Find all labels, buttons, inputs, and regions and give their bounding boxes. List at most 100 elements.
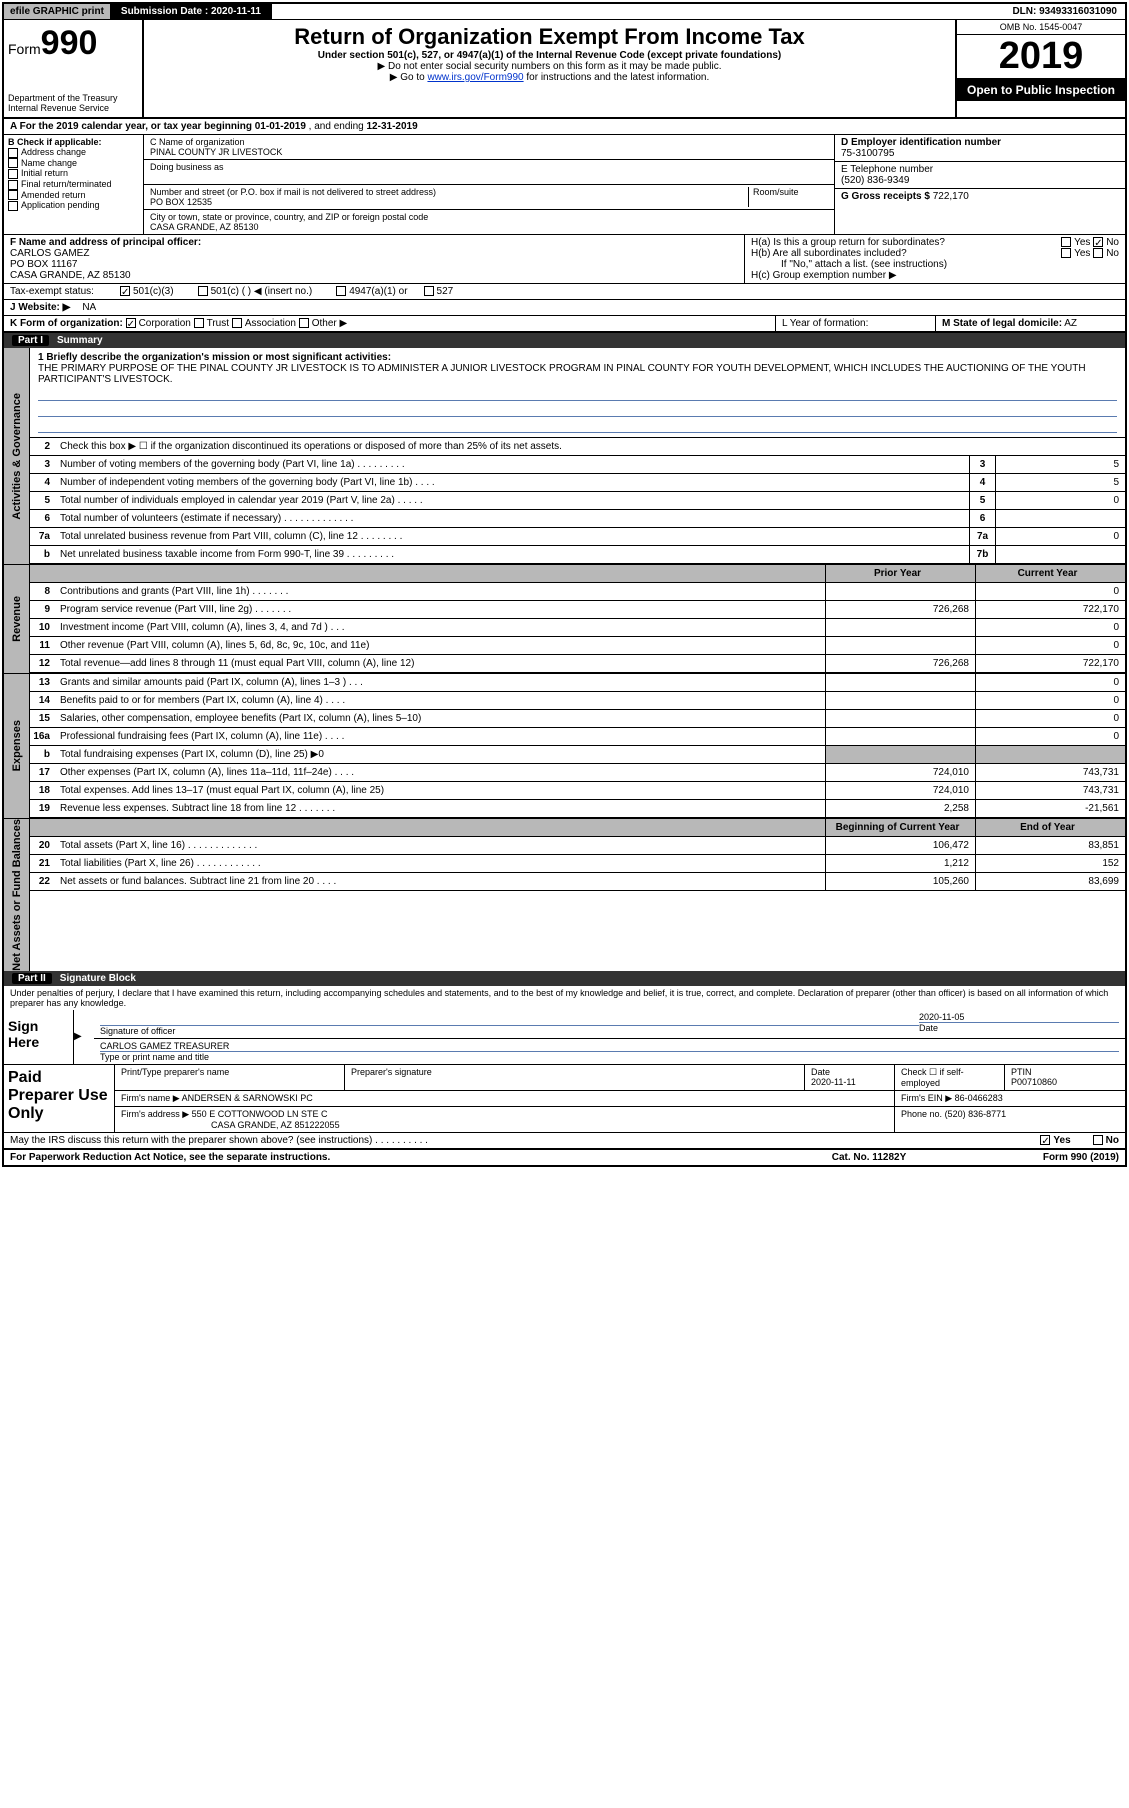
sig-name-label: Type or print name and title	[100, 1052, 1119, 1062]
k-assoc: Association	[245, 318, 296, 329]
chk-initial[interactable]: Initial return	[8, 168, 139, 179]
gov-line-b: bNet unrelated business taxable income f…	[30, 546, 1125, 564]
chk-amended-label: Amended return	[21, 190, 86, 200]
tax-exempt-label: Tax-exempt status:	[4, 284, 114, 299]
discuss-label: May the IRS discuss this return with the…	[4, 1133, 1034, 1148]
note2-prefix: ▶ Go to	[390, 72, 428, 83]
exp-line-19: 19Revenue less expenses. Subtract line 1…	[30, 800, 1125, 818]
discuss-no[interactable]: No	[1087, 1133, 1125, 1148]
f-label: F Name and address of principal officer:	[10, 237, 738, 248]
q1-text: THE PRIMARY PURPOSE OF THE PINAL COUNTY …	[38, 363, 1117, 385]
ha-row: H(a) Is this a group return for subordin…	[751, 237, 1119, 248]
paid-h3: Date	[811, 1067, 888, 1077]
q1-area: 1 Briefly describe the organization's mi…	[30, 348, 1125, 438]
footer: For Paperwork Reduction Act Notice, see …	[4, 1150, 1125, 1165]
form-note1: ▶ Do not enter social security numbers o…	[152, 61, 947, 72]
te-4947[interactable]: 4947(a)(1) or	[330, 284, 413, 299]
summary-revenue: Revenue Prior Year Current Year 8Contrib…	[4, 564, 1125, 673]
dept-treasury: Department of the Treasury	[8, 93, 138, 103]
website-label: J Website: ▶	[4, 300, 76, 315]
te-opt2: 501(c) ( ) ◀ (insert no.)	[211, 286, 313, 297]
signature-block: Under penalties of perjury, I declare th…	[4, 986, 1125, 1065]
te-527[interactable]: 527	[418, 284, 460, 299]
ein-label: D Employer identification number	[841, 137, 1119, 148]
sig-name-row: CARLOS GAMEZ TREASURER Type or print nam…	[94, 1039, 1125, 1064]
subdate-label: Submission Date :	[121, 6, 208, 17]
col-curr: Current Year	[975, 565, 1125, 582]
chk-address-label: Address change	[21, 147, 86, 157]
vtab-netassets: Net Assets or Fund Balances	[4, 819, 30, 971]
exp-line-b: bTotal fundraising expenses (Part IX, co…	[30, 746, 1125, 764]
te-501c[interactable]: 501(c) ( ) ◀ (insert no.)	[192, 284, 319, 299]
exp-line-13: 13Grants and similar amounts paid (Part …	[30, 674, 1125, 692]
te-opt4: 527	[437, 286, 454, 297]
part2-tag: Part II	[12, 973, 52, 984]
hb-yes: Yes	[1074, 248, 1090, 259]
f-addr2: CASA GRANDE, AZ 85130	[10, 270, 738, 281]
k-other: Other ▶	[312, 318, 347, 329]
sig-date-value: 2020-11-05	[919, 1012, 1119, 1023]
chk-amended[interactable]: Amended return	[8, 190, 139, 201]
k-assoc-chk[interactable]	[232, 318, 242, 328]
addr-value: PO BOX 12535	[150, 197, 748, 207]
paid-h3v: 2020-11-11	[811, 1077, 888, 1087]
chk-address[interactable]: Address change	[8, 147, 139, 158]
part1-header: Part I Summary	[4, 333, 1125, 348]
paid-addr-row: Firm's address ▶ 550 E COTTONWOOD LN STE…	[115, 1107, 1125, 1132]
firm-phone: (520) 836-8771	[945, 1109, 1007, 1119]
sig-name-value: CARLOS GAMEZ TREASURER	[100, 1041, 1119, 1052]
col-begin: Beginning of Current Year	[825, 819, 975, 836]
discuss-yes-label: Yes	[1053, 1135, 1070, 1146]
te-501c3[interactable]: 501(c)(3)	[114, 284, 180, 299]
rev-line-10: 10Investment income (Part VIII, column (…	[30, 619, 1125, 637]
rev-header: Prior Year Current Year	[30, 565, 1125, 583]
sig-officer-row: Signature of officer 2020-11-05 Date	[94, 1010, 1125, 1039]
exp-line-17: 17Other expenses (Part IX, column (A), l…	[30, 764, 1125, 782]
sign-here: Sign Here	[4, 1010, 74, 1064]
row-a-end: 12-31-2019	[367, 121, 418, 132]
rev-line-11: 11Other revenue (Part VIII, column (A), …	[30, 637, 1125, 655]
header-left: Form990 Department of the Treasury Inter…	[4, 20, 144, 117]
m-value: AZ	[1064, 318, 1077, 329]
form-number: Form990	[8, 24, 138, 63]
k-trust-chk[interactable]	[194, 318, 204, 328]
gross-label: G Gross receipts $	[841, 191, 930, 202]
ein-value: 75-3100795	[841, 148, 1119, 159]
firm-phone-label: Phone no.	[901, 1109, 942, 1119]
net-line-20: 20Total assets (Part X, line 16) . . . .…	[30, 837, 1125, 855]
gross-row: G Gross receipts $ 722,170	[835, 189, 1125, 204]
firm-addr-label: Firm's address ▶	[121, 1109, 189, 1119]
sig-mid: Signature of officer 2020-11-05 Date CAR…	[94, 1010, 1125, 1064]
net-body: Beginning of Current Year End of Year 20…	[30, 819, 1125, 971]
f-addr1: PO BOX 11167	[10, 259, 738, 270]
k-corp-chk[interactable]	[126, 318, 136, 328]
phone-label: E Telephone number	[841, 164, 1119, 175]
dept-irs: Internal Revenue Service	[8, 103, 138, 113]
col-c: C Name of organization PINAL COUNTY JR L…	[144, 135, 835, 234]
paid-h5: PTIN	[1011, 1067, 1119, 1077]
efile-label[interactable]: efile GRAPHIC print	[4, 4, 111, 19]
l-label: L Year of formation:	[775, 316, 935, 331]
k-other-chk[interactable]	[299, 318, 309, 328]
sig-officer-label: Signature of officer	[100, 1026, 919, 1036]
header: Form990 Department of the Treasury Inter…	[4, 20, 1125, 119]
summary-governance: Activities & Governance 1 Briefly descri…	[4, 348, 1125, 564]
chk-pending[interactable]: Application pending	[8, 200, 139, 211]
row-a-mid: , and ending	[309, 121, 367, 132]
gov-line-3: 3Number of voting members of the governi…	[30, 456, 1125, 474]
phone-value: (520) 836-9349	[841, 175, 1119, 186]
row-a-prefix: A For the 2019 calendar year, or tax yea…	[10, 121, 255, 132]
paid-preparer: Paid Preparer Use Only Print/Type prepar…	[4, 1065, 1125, 1133]
submission-date-btn[interactable]: Submission Date : 2020-11-11	[111, 4, 272, 19]
section-fh: F Name and address of principal officer:…	[4, 235, 1125, 284]
dln: DLN: 93493316031090	[1004, 4, 1125, 19]
section-h: H(a) Is this a group return for subordin…	[745, 235, 1125, 283]
chk-name[interactable]: Name change	[8, 158, 139, 169]
discuss-yes[interactable]: Yes	[1034, 1133, 1076, 1148]
gov-line-5: 5Total number of individuals employed in…	[30, 492, 1125, 510]
irs-link[interactable]: www.irs.gov/Form990	[427, 72, 523, 83]
org-name: PINAL COUNTY JR LIVESTOCK	[150, 147, 828, 157]
vtab-rev-text: Revenue	[11, 596, 23, 642]
f-name: CARLOS GAMEZ	[10, 248, 738, 259]
chk-final[interactable]: Final return/terminated	[8, 179, 139, 190]
